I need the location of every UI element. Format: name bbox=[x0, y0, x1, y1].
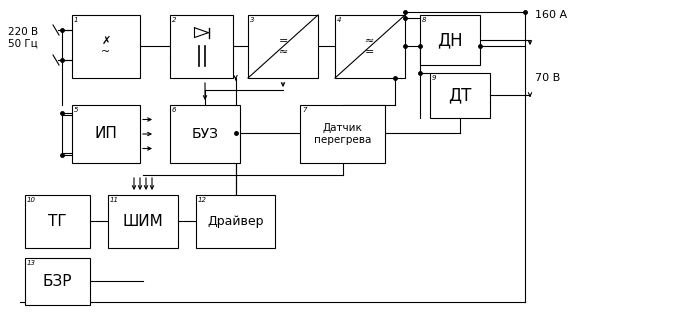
Text: 8: 8 bbox=[422, 17, 427, 23]
Text: 160 А: 160 А bbox=[535, 10, 567, 20]
Bar bbox=[25, 258, 90, 305]
Text: ИП: ИП bbox=[94, 126, 117, 142]
Bar bbox=[248, 15, 318, 78]
Bar bbox=[300, 105, 385, 163]
Text: Драйвер: Драйвер bbox=[207, 215, 264, 228]
Bar bbox=[335, 15, 405, 78]
Text: ДН: ДН bbox=[437, 31, 463, 49]
Text: =
≈: = ≈ bbox=[278, 36, 288, 57]
Text: 9: 9 bbox=[432, 75, 437, 81]
Text: 13: 13 bbox=[27, 260, 36, 266]
Bar bbox=[420, 15, 480, 65]
Bar bbox=[108, 195, 178, 248]
Bar bbox=[72, 15, 140, 78]
Bar bbox=[170, 105, 240, 163]
Text: 11: 11 bbox=[110, 197, 119, 203]
Text: 7: 7 bbox=[302, 107, 307, 113]
Text: 10: 10 bbox=[27, 197, 36, 203]
Text: 12: 12 bbox=[198, 197, 207, 203]
Text: 3: 3 bbox=[250, 17, 255, 23]
Text: БУЗ: БУЗ bbox=[191, 127, 218, 141]
Bar bbox=[25, 195, 90, 248]
Text: ДТ: ДТ bbox=[448, 86, 472, 105]
Text: 1: 1 bbox=[74, 17, 78, 23]
Bar bbox=[170, 15, 233, 78]
Text: 6: 6 bbox=[172, 107, 177, 113]
Text: 220 В
50 Гц: 220 В 50 Гц bbox=[8, 27, 38, 49]
Text: Датчик
перегрева: Датчик перегрева bbox=[314, 123, 371, 145]
Bar bbox=[72, 105, 140, 163]
Text: 70 В: 70 В bbox=[535, 73, 560, 83]
Text: БЗР: БЗР bbox=[42, 274, 72, 289]
Text: ШИМ: ШИМ bbox=[123, 214, 163, 229]
Text: ✗
~: ✗ ~ bbox=[101, 36, 111, 57]
Text: ТГ: ТГ bbox=[48, 214, 67, 229]
Bar bbox=[196, 195, 275, 248]
Text: 2: 2 bbox=[172, 17, 177, 23]
Bar bbox=[430, 73, 490, 118]
Text: 5: 5 bbox=[74, 107, 78, 113]
Text: ≈
=: ≈ = bbox=[365, 36, 375, 57]
Text: 4: 4 bbox=[337, 17, 342, 23]
